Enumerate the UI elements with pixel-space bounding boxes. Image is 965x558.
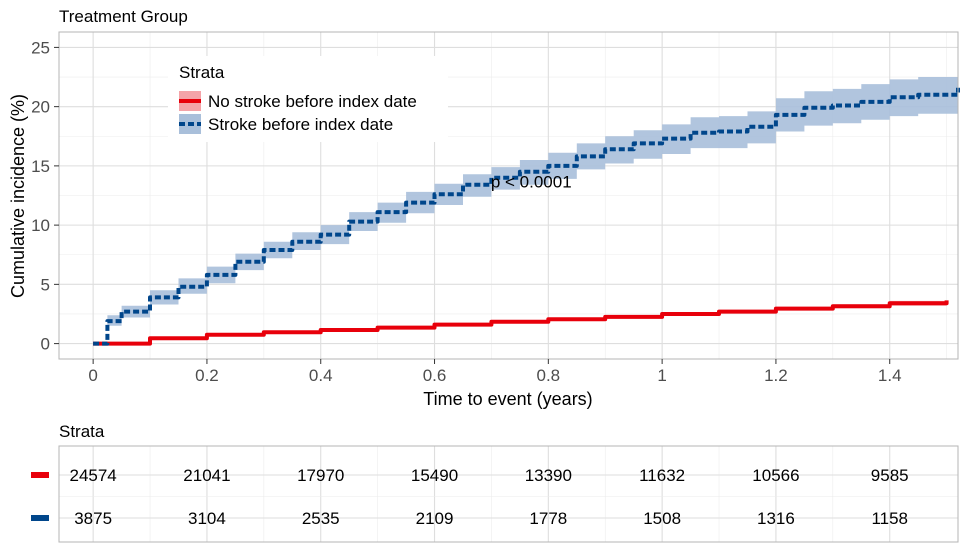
y-tick-label: 15	[31, 157, 50, 176]
y-tick-label: 5	[41, 275, 50, 294]
risk-value: 15490	[411, 466, 458, 485]
risk-value: 9585	[871, 466, 909, 485]
legend: Strata No stroke before index date Strok…	[168, 56, 448, 142]
risk-value: 17970	[297, 466, 344, 485]
series-line-stroke-before-index-date	[93, 87, 960, 346]
risk-value: 24574	[69, 466, 116, 485]
risk-table: 24574 21041 17970 15490 13390 11632 10566 9585 3…	[31, 445, 959, 543]
risk-value: 1778	[529, 509, 567, 528]
grid-lines	[59, 32, 958, 359]
risk-value: 10566	[752, 466, 799, 485]
x-tick-label: 0.6	[423, 366, 447, 385]
legend-label-no-stroke: No stroke before index date	[208, 92, 417, 111]
legend-label-stroke: Stroke before index date	[208, 115, 393, 134]
x-axis-title: Time to event (years)	[423, 389, 592, 409]
risk-row-key-stroke	[31, 515, 49, 521]
risk-table-background	[59, 446, 958, 542]
series-line-no-stroke-before-index-date	[93, 300, 949, 346]
legend-title: Strata	[179, 63, 225, 82]
risk-value: 3104	[188, 509, 226, 528]
x-tick-label: 1	[657, 366, 666, 385]
y-axis-ticks: 0 5 10 15 20 25	[31, 38, 59, 354]
y-axis-title: Cumulative incidence (%)	[8, 94, 28, 298]
x-tick-label: 0.2	[195, 366, 219, 385]
x-tick-label: 0	[88, 366, 97, 385]
plot-subtitle: Treatment Group	[59, 7, 188, 26]
risk-value: 3875	[74, 509, 112, 528]
risk-value: 1508	[643, 509, 681, 528]
risk-table-title: Strata	[59, 422, 105, 441]
pvalue-annotation: p < 0.0001	[491, 172, 572, 191]
risk-value: 2535	[302, 509, 340, 528]
legend-background	[168, 56, 448, 142]
risk-row-key-no-stroke	[31, 472, 49, 478]
risk-value: 13390	[525, 466, 572, 485]
risk-table-grid	[59, 446, 958, 542]
x-axis-ticks: 0 0.2 0.4 0.6 0.8 1 1.2 1.4	[88, 359, 902, 385]
y-tick-label: 20	[31, 98, 50, 117]
survival-lines	[93, 87, 960, 346]
x-tick-label: 0.8	[537, 366, 561, 385]
risk-value: 21041	[183, 466, 230, 485]
plot-panel: 0 5 10 15 20 25 0 0.2 0.4 0.6 0.8 1 1.2 1.4 p < 0.00…	[31, 31, 960, 385]
y-tick-label: 10	[31, 216, 50, 235]
risk-table-values: 24574 21041 17970 15490 13390 11632 10566 9585 3…	[69, 466, 908, 528]
risk-value: 1316	[757, 509, 795, 528]
ci-band-stroke-before-index-date	[93, 68, 959, 344]
risk-value: 2109	[416, 509, 454, 528]
x-tick-label: 0.4	[309, 366, 333, 385]
x-tick-label: 1.2	[764, 366, 788, 385]
plot-border	[58, 31, 959, 360]
y-tick-label: 0	[41, 335, 50, 354]
y-tick-label: 25	[31, 38, 50, 57]
risk-value: 11632	[639, 466, 685, 485]
x-tick-label: 1.4	[878, 366, 902, 385]
risk-value: 1158	[871, 509, 908, 528]
risk-table-border	[58, 445, 959, 543]
